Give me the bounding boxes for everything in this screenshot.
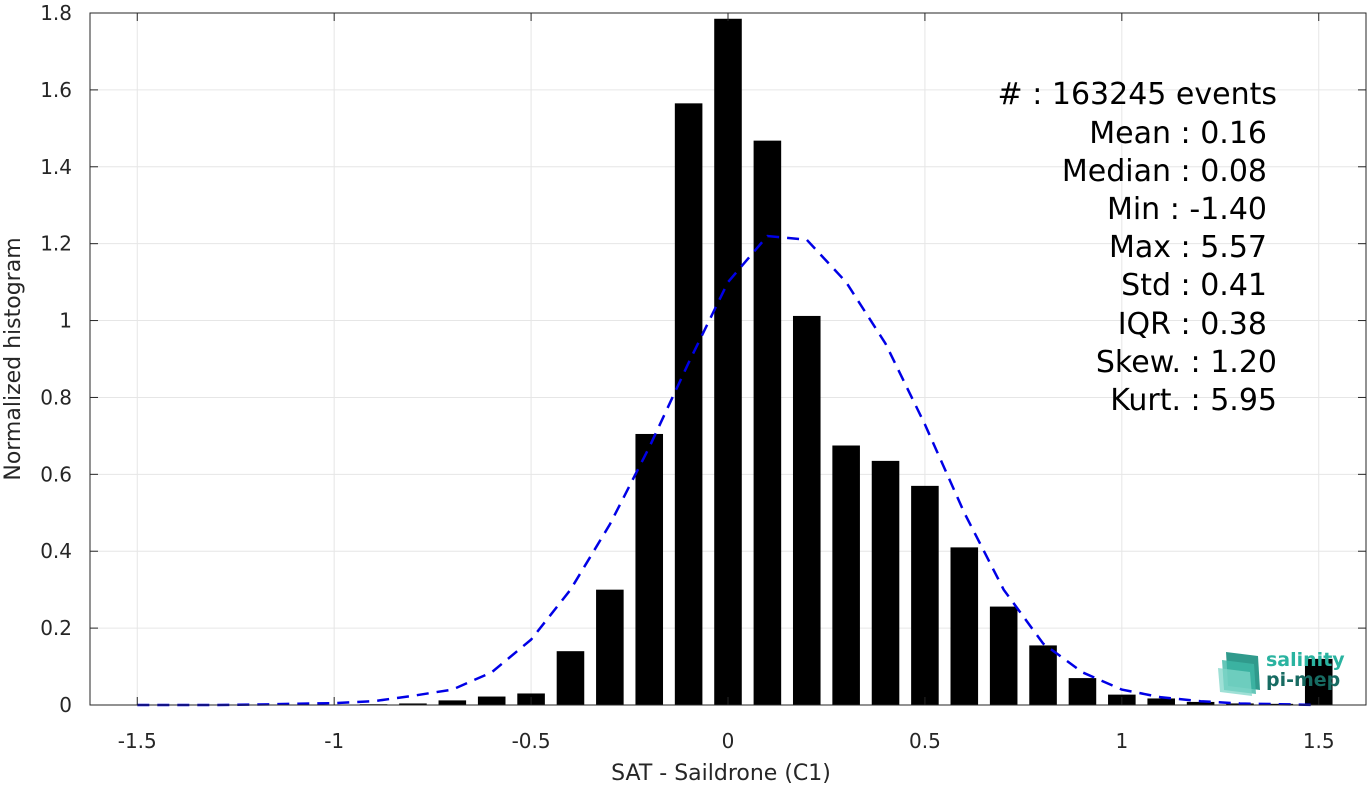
stats-box: # : 163245 events Mean : 0.16 Median : 0… [998,77,1277,418]
logo-text-line2: pi-mep [1266,669,1340,691]
y-tick-label: 0.4 [40,539,72,563]
x-tick-label: 0.5 [909,729,941,753]
histogram-bar [792,315,821,705]
histogram-bar [1186,701,1215,705]
y-axis-label: Normalized histogram [1,237,26,480]
histogram-bar [753,140,782,705]
histogram-bar [674,103,703,706]
y-tick-label: 0.8 [40,385,72,409]
logo-waves-icon [1218,652,1260,696]
x-tick-label: -1 [324,729,344,753]
histogram-bar [438,700,467,705]
stat-iqr: IQR : 0.38 [1118,307,1267,342]
x-tick-label: 1.5 [1303,729,1335,753]
stat-skew: Skew. : 1.20 [1096,345,1277,380]
stat-median: Median : 0.08 [1062,154,1267,189]
histogram-bar [950,547,979,705]
histogram-bar [635,433,664,705]
stat-mean: Mean : 0.16 [1089,116,1267,151]
histogram-bar [714,18,742,706]
y-tick-label: 1.4 [40,155,72,179]
histogram-bar [399,703,427,705]
stat-min: Min : -1.40 [1107,192,1267,227]
x-tick-label: -1.5 [118,729,157,753]
histogram-bar [1068,678,1097,705]
y-tick-label: 1 [59,309,72,333]
y-tick-label: 1.6 [40,78,72,102]
histogram-bar [596,589,624,705]
histogram-bar [477,696,506,705]
stat-count: # : 163245 events [998,77,1277,112]
stat-kurt: Kurt. : 5.95 [1110,383,1277,418]
x-axis-ticks: -1.5 -1 -0.5 0 0.5 1 1.5 [118,13,1335,753]
histogram-bar [1147,698,1175,705]
histogram-bar [556,651,585,705]
stat-max: Max : 5.57 [1109,230,1267,265]
y-tick-label: 1.8 [40,1,72,25]
logo-text-line1: salinity [1266,649,1345,671]
x-tick-label: -0.5 [512,729,551,753]
histogram-bar [871,460,900,705]
histogram-bar [911,485,939,705]
histogram-bar [1029,645,1057,705]
x-axis-label: SAT - Saildrone (C1) [611,761,831,785]
histogram-bar [832,445,860,705]
fit-curve [137,234,1319,707]
x-tick-label: 0 [722,729,735,753]
stat-std: Std : 0.41 [1121,268,1267,303]
histogram-bar [989,606,1018,705]
y-tick-label: 0.2 [40,616,72,640]
y-axis-ticks: 0 0.2 0.4 0.6 0.8 1 1.2 1.4 1.6 1.8 [40,1,1366,717]
y-tick-label: 1.2 [40,232,72,256]
salinity-pi-mep-logo: salinity pi-mep [1218,649,1345,696]
histogram-bars [320,18,1333,706]
x-tick-label: 1 [1115,729,1128,753]
y-tick-label: 0 [59,693,72,717]
y-tick-label: 0.6 [40,462,72,486]
